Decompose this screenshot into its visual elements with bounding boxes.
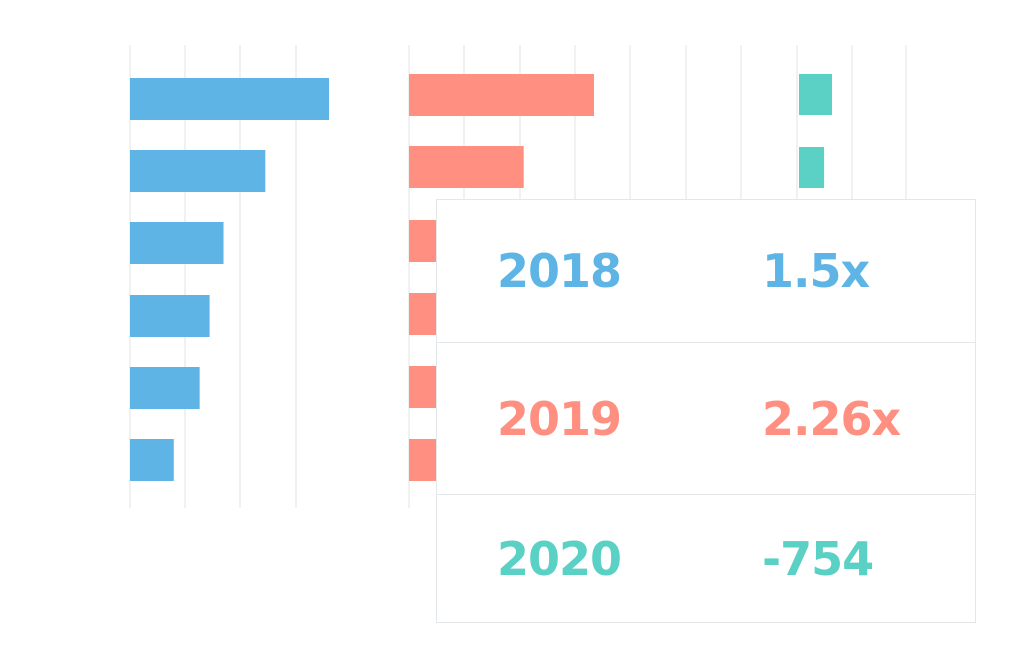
bar-2020-2 [799,147,825,188]
legend-year: 2019 [497,392,622,446]
legend-row-2020: 2020 -754 [437,494,975,623]
bar-2019-6 [409,439,437,481]
legend-card: 2018 1.5x 2019 2.26x 2020 -754 [436,199,976,623]
bar-2019-5 [409,366,437,408]
bar-2018-5 [130,367,200,409]
bar-2018-1 [130,78,329,120]
legend-row-2019: 2019 2.26x [437,342,975,495]
legend-value: 2.26x [762,392,901,446]
bar-2018-4 [130,295,210,337]
bar-2018-6 [130,439,174,481]
legend-row-2018: 2018 1.5x [437,200,975,342]
bar-2019-2 [409,146,524,188]
bar-2019-1 [409,74,594,116]
legend-value: 1.5x [762,244,870,298]
legend-value: -754 [762,532,874,586]
bar-2018-3 [130,222,224,264]
legend-year: 2020 [497,532,622,586]
legend-year: 2018 [497,244,622,298]
bar-2020-1 [799,74,832,115]
bars [130,74,832,481]
bar-2019-4 [409,293,437,335]
bar-2018-2 [130,150,266,192]
bar-2019-3 [409,220,437,262]
